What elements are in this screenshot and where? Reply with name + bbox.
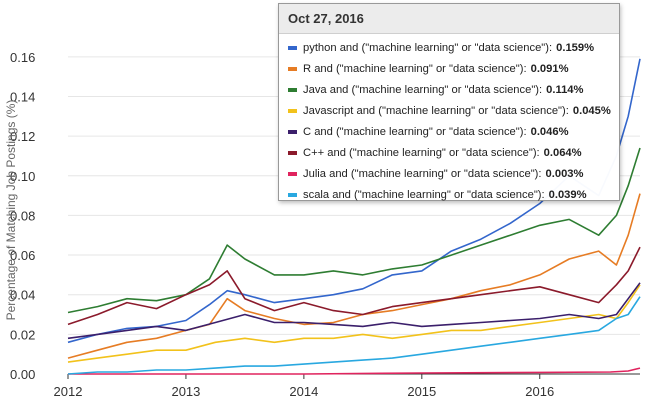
- tooltip-series-value: 0.045%: [572, 104, 611, 117]
- x-tick-label: 2015: [407, 384, 436, 399]
- series-line-3: [67, 284, 641, 363]
- series-lines: [67, 58, 641, 375]
- legend-swatch: [288, 66, 297, 71]
- y-tick-label: 0.08: [10, 208, 35, 223]
- tooltip-series-value: 0.003%: [545, 167, 584, 180]
- y-axis-label: Percentage of Matching Job Postings (%): [4, 100, 18, 321]
- legend-swatch: [288, 171, 297, 176]
- tooltip-series-value: 0.159%: [556, 41, 595, 54]
- y-tick-label: 0.16: [10, 50, 35, 65]
- y-axis-ticks: 0.00 0.02 0.04 0.06 0.08 0.10 0.12 0.14 0.16: [10, 50, 35, 382]
- y-tick-label: 0.12: [10, 129, 35, 144]
- y-tick-label: 0.10: [10, 169, 35, 184]
- tooltip-series-value: 0.114%: [546, 83, 584, 96]
- tooltip-series-value: 0.039%: [548, 188, 587, 201]
- x-tick-label: 2016: [525, 384, 554, 399]
- tooltip-row: scala and ("machine learning" or "data s…: [279, 184, 619, 205]
- tooltip-row: C++ and ("machine learning" or "data sci…: [279, 142, 619, 163]
- tooltip-row: R and ("machine learning" or "data scien…: [279, 58, 619, 79]
- x-axis-ticks: 2012 2013 2014 2015 2016: [54, 374, 554, 399]
- series-line-5: [67, 246, 641, 326]
- tooltip-series-label: Java and ("machine learning" or "data sc…: [303, 83, 543, 96]
- tooltip-row: C and ("machine learning" or "data scien…: [279, 121, 619, 142]
- tooltip-series-value: 0.046%: [530, 125, 569, 138]
- series-line-4: [67, 282, 641, 340]
- y-tick-label: 0.00: [10, 367, 35, 382]
- tooltip-rows: python and ("machine learning" or "data …: [279, 37, 619, 205]
- y-tick-label: 0.04: [10, 288, 35, 303]
- legend-swatch: [288, 150, 297, 155]
- legend-swatch: [288, 87, 297, 92]
- y-tick-label: 0.14: [10, 89, 35, 104]
- series-line-7: [67, 296, 641, 375]
- legend-swatch: [288, 45, 297, 50]
- x-tick-label: 2012: [54, 384, 83, 399]
- tooltip-series-label: Javascript and ("machine learning" or "d…: [303, 104, 569, 117]
- tooltip-series-label: C and ("machine learning" or "data scien…: [303, 125, 527, 138]
- series-line-6: [68, 367, 641, 375]
- y-tick-label: 0.06: [10, 248, 35, 263]
- tooltip-series-label: Julia and ("machine learning" or "data s…: [303, 167, 542, 180]
- legend-swatch: [288, 108, 297, 113]
- tooltip-row: Javascript and ("machine learning" or "d…: [279, 100, 619, 121]
- tooltip-series-label: scala and ("machine learning" or "data s…: [303, 188, 545, 201]
- x-tick-label: 2013: [171, 384, 200, 399]
- tooltip-row: python and ("machine learning" or "data …: [279, 37, 619, 58]
- tooltip-row: Java and ("machine learning" or "data sc…: [279, 79, 619, 100]
- hover-tooltip: Oct 27, 2016 python and ("machine learni…: [278, 3, 620, 201]
- x-tick-label: 2014: [289, 384, 318, 399]
- tooltip-series-label: C++ and ("machine learning" or "data sci…: [303, 146, 540, 159]
- legend-swatch: [288, 192, 297, 197]
- tooltip-series-value: 0.064%: [543, 146, 582, 159]
- tooltip-series-label: R and ("machine learning" or "data scien…: [303, 62, 527, 75]
- series-line-2: [67, 147, 641, 314]
- tooltip-date: Oct 27, 2016: [279, 4, 619, 34]
- tooltip-row: Julia and ("machine learning" or "data s…: [279, 163, 619, 184]
- legend-swatch: [288, 129, 297, 134]
- tooltip-series-label: python and ("machine learning" or "data …: [303, 41, 553, 54]
- series-line-1: [67, 193, 641, 359]
- y-tick-label: 0.02: [10, 327, 35, 342]
- tooltip-series-value: 0.091%: [530, 62, 569, 75]
